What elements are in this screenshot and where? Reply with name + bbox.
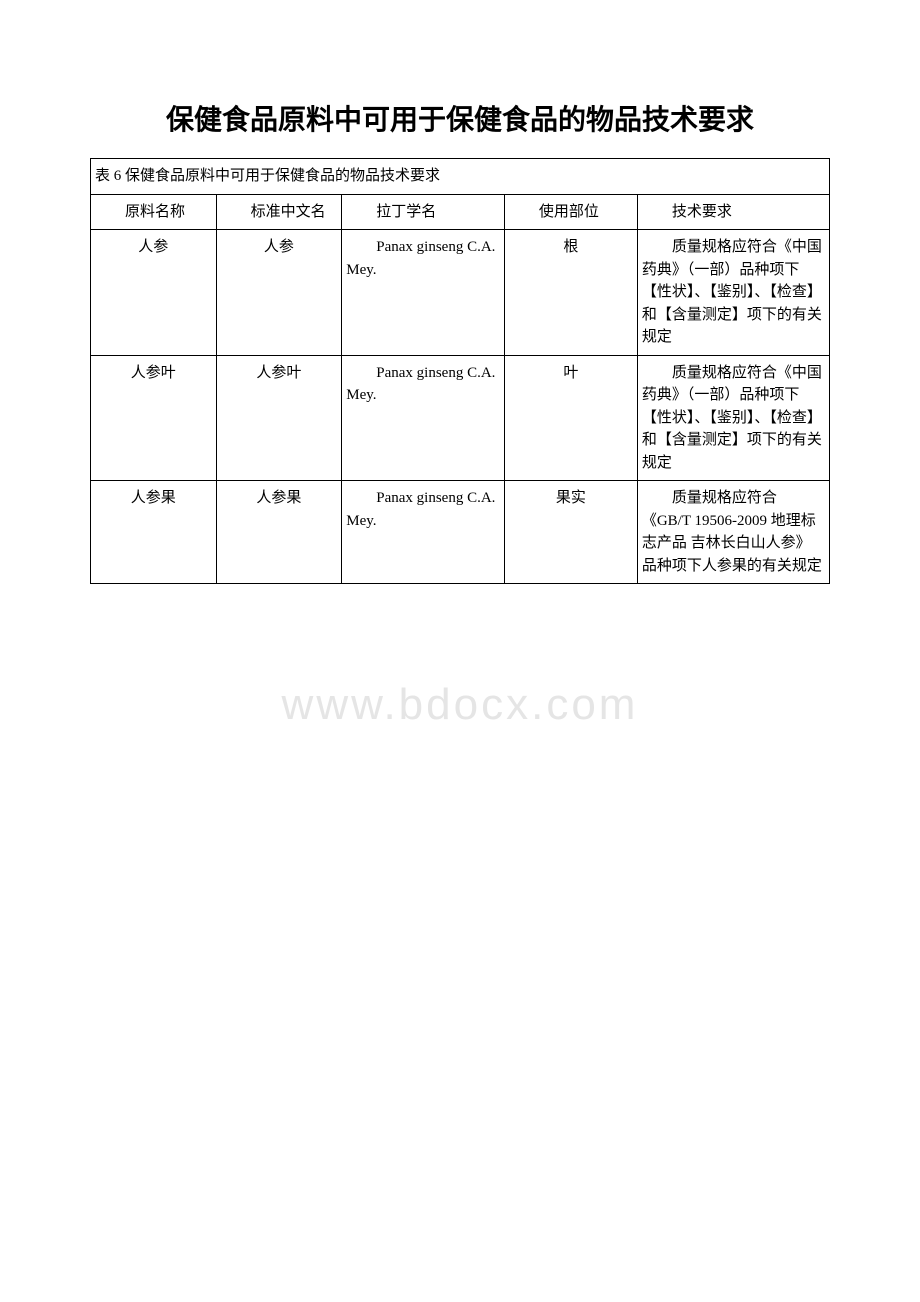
cell-material-name: 人参叶 bbox=[91, 355, 217, 481]
cell-standard-name: 人参 bbox=[216, 230, 342, 356]
table-header-row: 原料名称 标准中文名 拉丁学名 使用部位 技术要求 bbox=[91, 194, 830, 230]
cell-used-part: 果实 bbox=[504, 481, 637, 584]
column-header-latin: 拉丁学名 bbox=[342, 194, 505, 230]
column-header-part: 使用部位 bbox=[504, 194, 637, 230]
cell-used-part: 叶 bbox=[504, 355, 637, 481]
column-header-standard-name: 标准中文名 bbox=[216, 194, 342, 230]
table-caption: 表 6 保健食品原料中可用于保健食品的物品技术要求 bbox=[91, 159, 830, 195]
cell-standard-name: 人参叶 bbox=[216, 355, 342, 481]
table-row: 人参 人参 Panax ginseng C.A. Mey. 根 质量规格应符合《… bbox=[91, 230, 830, 356]
table-row: 人参叶 人参叶 Panax ginseng C.A. Mey. 叶 质量规格应符… bbox=[91, 355, 830, 481]
column-header-material: 原料名称 bbox=[91, 194, 217, 230]
table-row: 人参果 人参果 Panax ginseng C.A. Mey. 果实 质量规格应… bbox=[91, 481, 830, 584]
cell-material-name: 人参果 bbox=[91, 481, 217, 584]
cell-used-part: 根 bbox=[504, 230, 637, 356]
cell-latin-name: Panax ginseng C.A. Mey. bbox=[342, 481, 505, 584]
cell-latin-name: Panax ginseng C.A. Mey. bbox=[342, 355, 505, 481]
table-caption-row: 表 6 保健食品原料中可用于保健食品的物品技术要求 bbox=[91, 159, 830, 195]
requirements-table: 表 6 保健食品原料中可用于保健食品的物品技术要求 原料名称 标准中文名 拉丁学… bbox=[90, 158, 830, 584]
cell-standard-name: 人参果 bbox=[216, 481, 342, 584]
column-header-requirement: 技术要求 bbox=[637, 194, 829, 230]
cell-requirement: 质量规格应符合《GB/T 19506-2009 地理标志产品 吉林长白山人参》品… bbox=[637, 481, 829, 584]
cell-requirement: 质量规格应符合《中国药典》（一部）品种项下【性状】、【鉴别】、【检查】和【含量测… bbox=[637, 230, 829, 356]
cell-latin-name: Panax ginseng C.A. Mey. bbox=[342, 230, 505, 356]
document-title: 保健食品原料中可用于保健食品的物品技术要求 bbox=[90, 100, 830, 142]
watermark-text: www.bdocx.com bbox=[282, 680, 639, 730]
cell-requirement: 质量规格应符合《中国药典》（一部）品种项下【性状】、【鉴别】、【检查】和【含量测… bbox=[637, 355, 829, 481]
cell-material-name: 人参 bbox=[91, 230, 217, 356]
